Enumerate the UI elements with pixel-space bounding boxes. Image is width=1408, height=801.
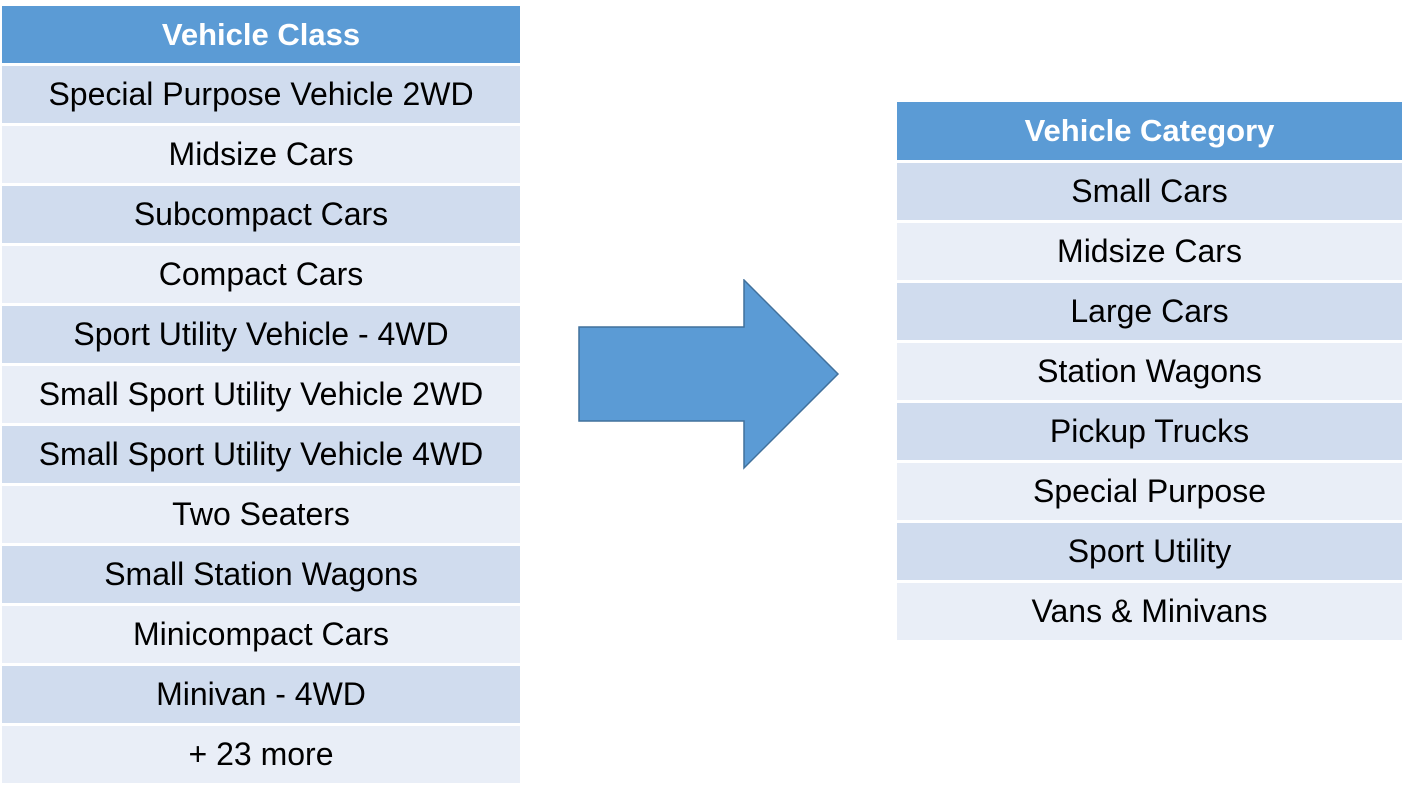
vehicle-category-row: Vans & Minivans [897, 583, 1402, 640]
vehicle-category-header: Vehicle Category [897, 102, 1402, 160]
right-arrow-icon [578, 279, 840, 470]
vehicle-class-row: Subcompact Cars [2, 186, 520, 243]
vehicle-category-table: Vehicle Category Small Cars Midsize Cars L… [897, 102, 1402, 640]
vehicle-category-rows: Small Cars Midsize Cars Large Cars Station … [897, 163, 1402, 640]
vehicle-class-header: Vehicle Class [2, 6, 520, 63]
vehicle-category-row: Pickup Trucks [897, 403, 1402, 460]
vehicle-category-row: Station Wagons [897, 343, 1402, 400]
vehicle-class-row: Small Sport Utility Vehicle 2WD [2, 366, 520, 423]
vehicle-class-row: Compact Cars [2, 246, 520, 303]
vehicle-class-row: Minicompact Cars [2, 606, 520, 663]
vehicle-class-row: Special Purpose Vehicle 2WD [2, 66, 520, 123]
vehicle-class-row: Small Sport Utility Vehicle 4WD [2, 426, 520, 483]
vehicle-class-rows: Special Purpose Vehicle 2WD Midsize Cars S… [2, 66, 520, 783]
vehicle-category-row: Sport Utility [897, 523, 1402, 580]
vehicle-category-row: Midsize Cars [897, 223, 1402, 280]
vehicle-class-row: Two Seaters [2, 486, 520, 543]
vehicle-category-row: Special Purpose [897, 463, 1402, 520]
vehicle-class-row: Minivan - 4WD [2, 666, 520, 723]
vehicle-category-row: Small Cars [897, 163, 1402, 220]
vehicle-class-row: Sport Utility Vehicle - 4WD [2, 306, 520, 363]
vehicle-category-row: Large Cars [897, 283, 1402, 340]
vehicle-class-row: Midsize Cars [2, 126, 520, 183]
vehicle-class-row: + 23 more [2, 726, 520, 783]
vehicle-class-row: Small Station Wagons [2, 546, 520, 603]
vehicle-class-table: Vehicle Class Special Purpose Vehicle 2W… [2, 6, 520, 783]
